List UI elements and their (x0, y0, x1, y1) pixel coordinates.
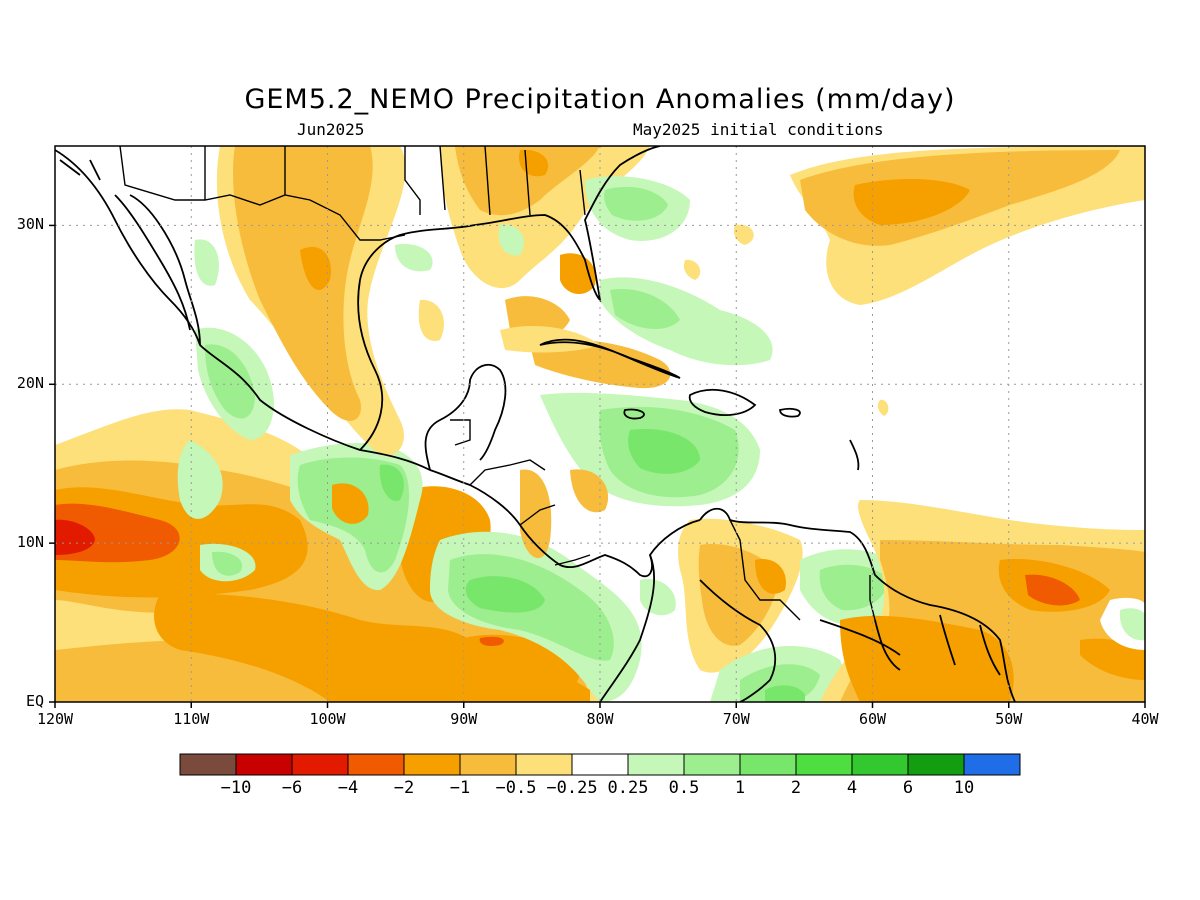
country-borders (119, 146, 876, 621)
anomaly-field (55, 146, 1145, 702)
colorbar-label: 0.5 (668, 778, 700, 798)
colorbar-label: 6 (902, 778, 914, 798)
forecast-month: Jun2025 (297, 120, 365, 139)
anomaly-region (765, 685, 805, 702)
colorbar-swatch (907, 753, 965, 776)
colorbar-label: 4 (846, 778, 858, 798)
anomaly-region (840, 615, 1014, 702)
anomaly-region (1025, 574, 1080, 606)
lat-tick-label: 30N (16, 215, 44, 234)
colorbar-label: 2 (790, 778, 802, 798)
anomaly-region (379, 464, 404, 501)
colorbar-swatch (459, 753, 517, 776)
anomaly-region (733, 224, 754, 245)
lon-tick-label: 110W (173, 710, 210, 728)
colorbar-label: −0.5 (495, 778, 537, 798)
anomaly-region (232, 146, 373, 421)
colorbar-label: 0.25 (607, 778, 649, 798)
colorbar-swatch (235, 753, 293, 776)
anomaly-region (610, 289, 680, 330)
anomaly-region (819, 564, 890, 611)
anomaly-region (628, 429, 700, 474)
colorbar-swatch (795, 753, 853, 776)
anomaly-region (55, 519, 95, 555)
colorbar-label: −1 (449, 778, 471, 798)
colorbar-label: −0.25 (546, 778, 598, 798)
lon-tick-label: 120W (36, 710, 74, 728)
colorbar-swatch (739, 753, 797, 776)
lat-tick-label: EQ (25, 692, 44, 710)
colorbar-swatch (627, 753, 685, 776)
lat-tick-label: 20N (16, 374, 44, 393)
axis-tick-marks (49, 224, 1146, 708)
anomaly-region (418, 299, 444, 341)
colorbar-label: −6 (281, 778, 303, 798)
colorbar-swatch (515, 753, 573, 776)
anomaly-region (212, 551, 243, 576)
lon-tick-label: 80W (586, 710, 614, 728)
lon-tick-label: 100W (309, 710, 346, 728)
colorbar-swatch (851, 753, 909, 776)
anomaly-region (877, 399, 889, 416)
graticule (55, 146, 1145, 702)
anomaly-region (604, 186, 668, 221)
lon-tick-label: 50W (995, 710, 1023, 728)
anomaly-region (395, 244, 433, 272)
coastlines (55, 146, 1016, 702)
lon-tick-label: 70W (722, 710, 750, 728)
colorbar-label: 1 (734, 778, 746, 798)
anomaly-region (500, 325, 600, 353)
colorbar-swatch (291, 753, 349, 776)
anomaly-region (205, 344, 255, 419)
anomaly-region (1080, 638, 1145, 680)
anomaly-region (177, 440, 223, 519)
anomaly-region (479, 636, 504, 647)
lat-tick-label: 10N (16, 533, 44, 552)
lon-tick-label: 40W (1131, 710, 1159, 728)
colorbar-label: −2 (393, 778, 415, 798)
anomaly-region (640, 579, 676, 616)
map-title: GEM5.2_NEMO Precipitation Anomalies (mm/… (244, 84, 956, 115)
colorbar-swatch (571, 753, 629, 776)
anomaly-region (465, 576, 545, 613)
colorbar-label: −4 (337, 778, 359, 798)
colorbar-swatch (179, 753, 237, 776)
anomaly-region (570, 469, 609, 513)
colorbar-swatch (683, 753, 741, 776)
initial-conditions-label: May2025 initial conditions (633, 120, 884, 139)
colorbar-swatch (347, 753, 405, 776)
anomaly-region (560, 253, 596, 295)
colorbar-swatch (963, 753, 1021, 776)
anomaly-region (755, 559, 786, 594)
colorbar-swatch (403, 753, 461, 776)
colorbar-label: 10 (953, 778, 975, 798)
anomaly-region (300, 246, 331, 290)
anomaly-region (332, 483, 369, 524)
lon-tick-label: 60W (858, 710, 887, 728)
colorbar (179, 753, 1021, 776)
anomaly-region (853, 178, 970, 225)
anomaly-region (498, 224, 524, 256)
colorbar-label: −10 (220, 778, 252, 798)
anomaly-region (194, 239, 219, 286)
anomaly-region (683, 259, 701, 280)
anomaly-region (1119, 608, 1145, 641)
lon-tick-label: 90W (450, 710, 478, 728)
